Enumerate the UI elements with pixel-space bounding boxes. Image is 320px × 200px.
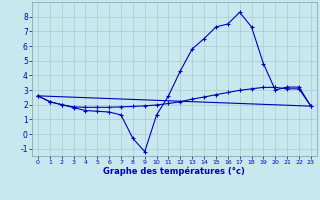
X-axis label: Graphe des températures (°c): Graphe des températures (°c): [103, 167, 245, 176]
